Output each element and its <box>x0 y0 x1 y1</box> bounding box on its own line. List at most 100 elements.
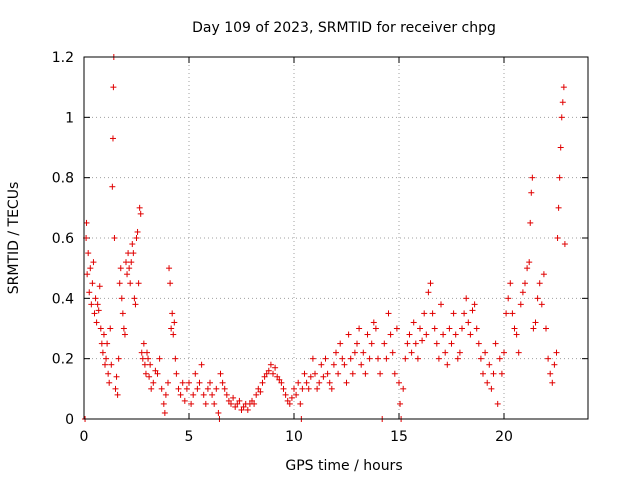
data-point <box>263 370 270 377</box>
data-point <box>145 355 152 362</box>
data-point <box>213 385 220 392</box>
data-point <box>261 373 268 380</box>
data-point <box>486 361 493 368</box>
data-point <box>140 340 147 347</box>
data-point <box>175 385 182 392</box>
data-point <box>400 385 407 392</box>
data-point <box>372 325 379 332</box>
data-point <box>171 319 178 326</box>
data-point <box>368 340 375 347</box>
data-point <box>513 331 520 338</box>
data-point <box>438 301 444 308</box>
data-point <box>553 349 560 356</box>
data-point <box>223 391 230 398</box>
data-point <box>257 388 264 395</box>
data-point <box>528 189 535 196</box>
data-point <box>530 325 537 332</box>
data-point <box>427 280 434 287</box>
data-point <box>343 379 350 386</box>
data-point <box>86 289 93 296</box>
data-point <box>309 355 316 362</box>
data-point <box>97 325 104 332</box>
data-point <box>515 349 522 356</box>
y-tick-label: 1.2 <box>52 50 74 66</box>
data-point <box>412 340 419 347</box>
data-point <box>127 280 134 287</box>
data-point <box>389 349 396 356</box>
data-point <box>351 349 358 356</box>
data-point <box>509 310 516 317</box>
data-point <box>217 370 224 377</box>
data-point <box>421 310 428 317</box>
data-point <box>90 259 97 266</box>
data-point <box>538 301 545 308</box>
data-point <box>166 265 173 272</box>
data-point <box>116 280 123 287</box>
y-tick-label: 0.4 <box>52 291 74 307</box>
data-point <box>469 307 476 314</box>
data-point <box>288 394 295 401</box>
y-tick-label: 0.6 <box>52 231 74 247</box>
data-point <box>393 325 400 332</box>
x-tick-label: 0 <box>80 429 89 445</box>
data-point <box>244 406 251 413</box>
data-point <box>270 370 276 377</box>
data-point <box>488 385 495 392</box>
data-point <box>435 355 442 362</box>
data-point <box>328 385 335 392</box>
data-point <box>169 310 176 317</box>
data-point <box>234 400 241 407</box>
data-point <box>272 364 279 371</box>
data-point <box>503 310 510 317</box>
data-point <box>200 391 207 398</box>
data-point <box>456 349 463 356</box>
data-point <box>318 361 325 368</box>
data-point <box>121 331 128 338</box>
data-point <box>467 331 474 338</box>
data-point <box>446 325 453 332</box>
data-point <box>130 250 137 257</box>
data-point <box>423 331 430 338</box>
data-point <box>480 370 486 377</box>
data-point <box>396 379 402 386</box>
data-point <box>150 379 157 386</box>
data-point <box>188 400 195 407</box>
data-point <box>126 265 133 272</box>
data-point <box>322 355 329 362</box>
data-point <box>136 204 143 211</box>
data-point <box>117 265 124 272</box>
data-point <box>128 259 135 266</box>
data-point <box>137 210 144 217</box>
data-point <box>496 355 503 362</box>
data-point <box>115 355 122 362</box>
data-point <box>104 340 111 347</box>
data-point <box>139 355 146 362</box>
data-point <box>312 370 318 377</box>
x-tick-label: 10 <box>285 429 303 445</box>
data-point <box>463 295 470 302</box>
data-point <box>215 409 222 416</box>
data-point <box>397 400 404 407</box>
data-point <box>183 385 190 392</box>
data-point <box>387 331 394 338</box>
data-point <box>404 340 411 347</box>
data-point <box>526 259 533 266</box>
data-point <box>554 235 561 241</box>
data-point <box>230 394 237 401</box>
grid-layer <box>84 57 588 419</box>
data-point <box>204 385 211 392</box>
data-point <box>259 379 266 386</box>
data-point <box>556 174 563 181</box>
data-point <box>113 373 120 380</box>
data-point <box>209 391 216 398</box>
data-point <box>291 385 297 392</box>
data-point <box>356 325 363 332</box>
data-point <box>347 355 354 362</box>
data-point <box>557 144 564 151</box>
data-point <box>492 340 499 347</box>
data-point <box>501 349 507 356</box>
data-point <box>475 340 482 347</box>
data-point <box>551 361 558 368</box>
data-point <box>484 379 491 386</box>
